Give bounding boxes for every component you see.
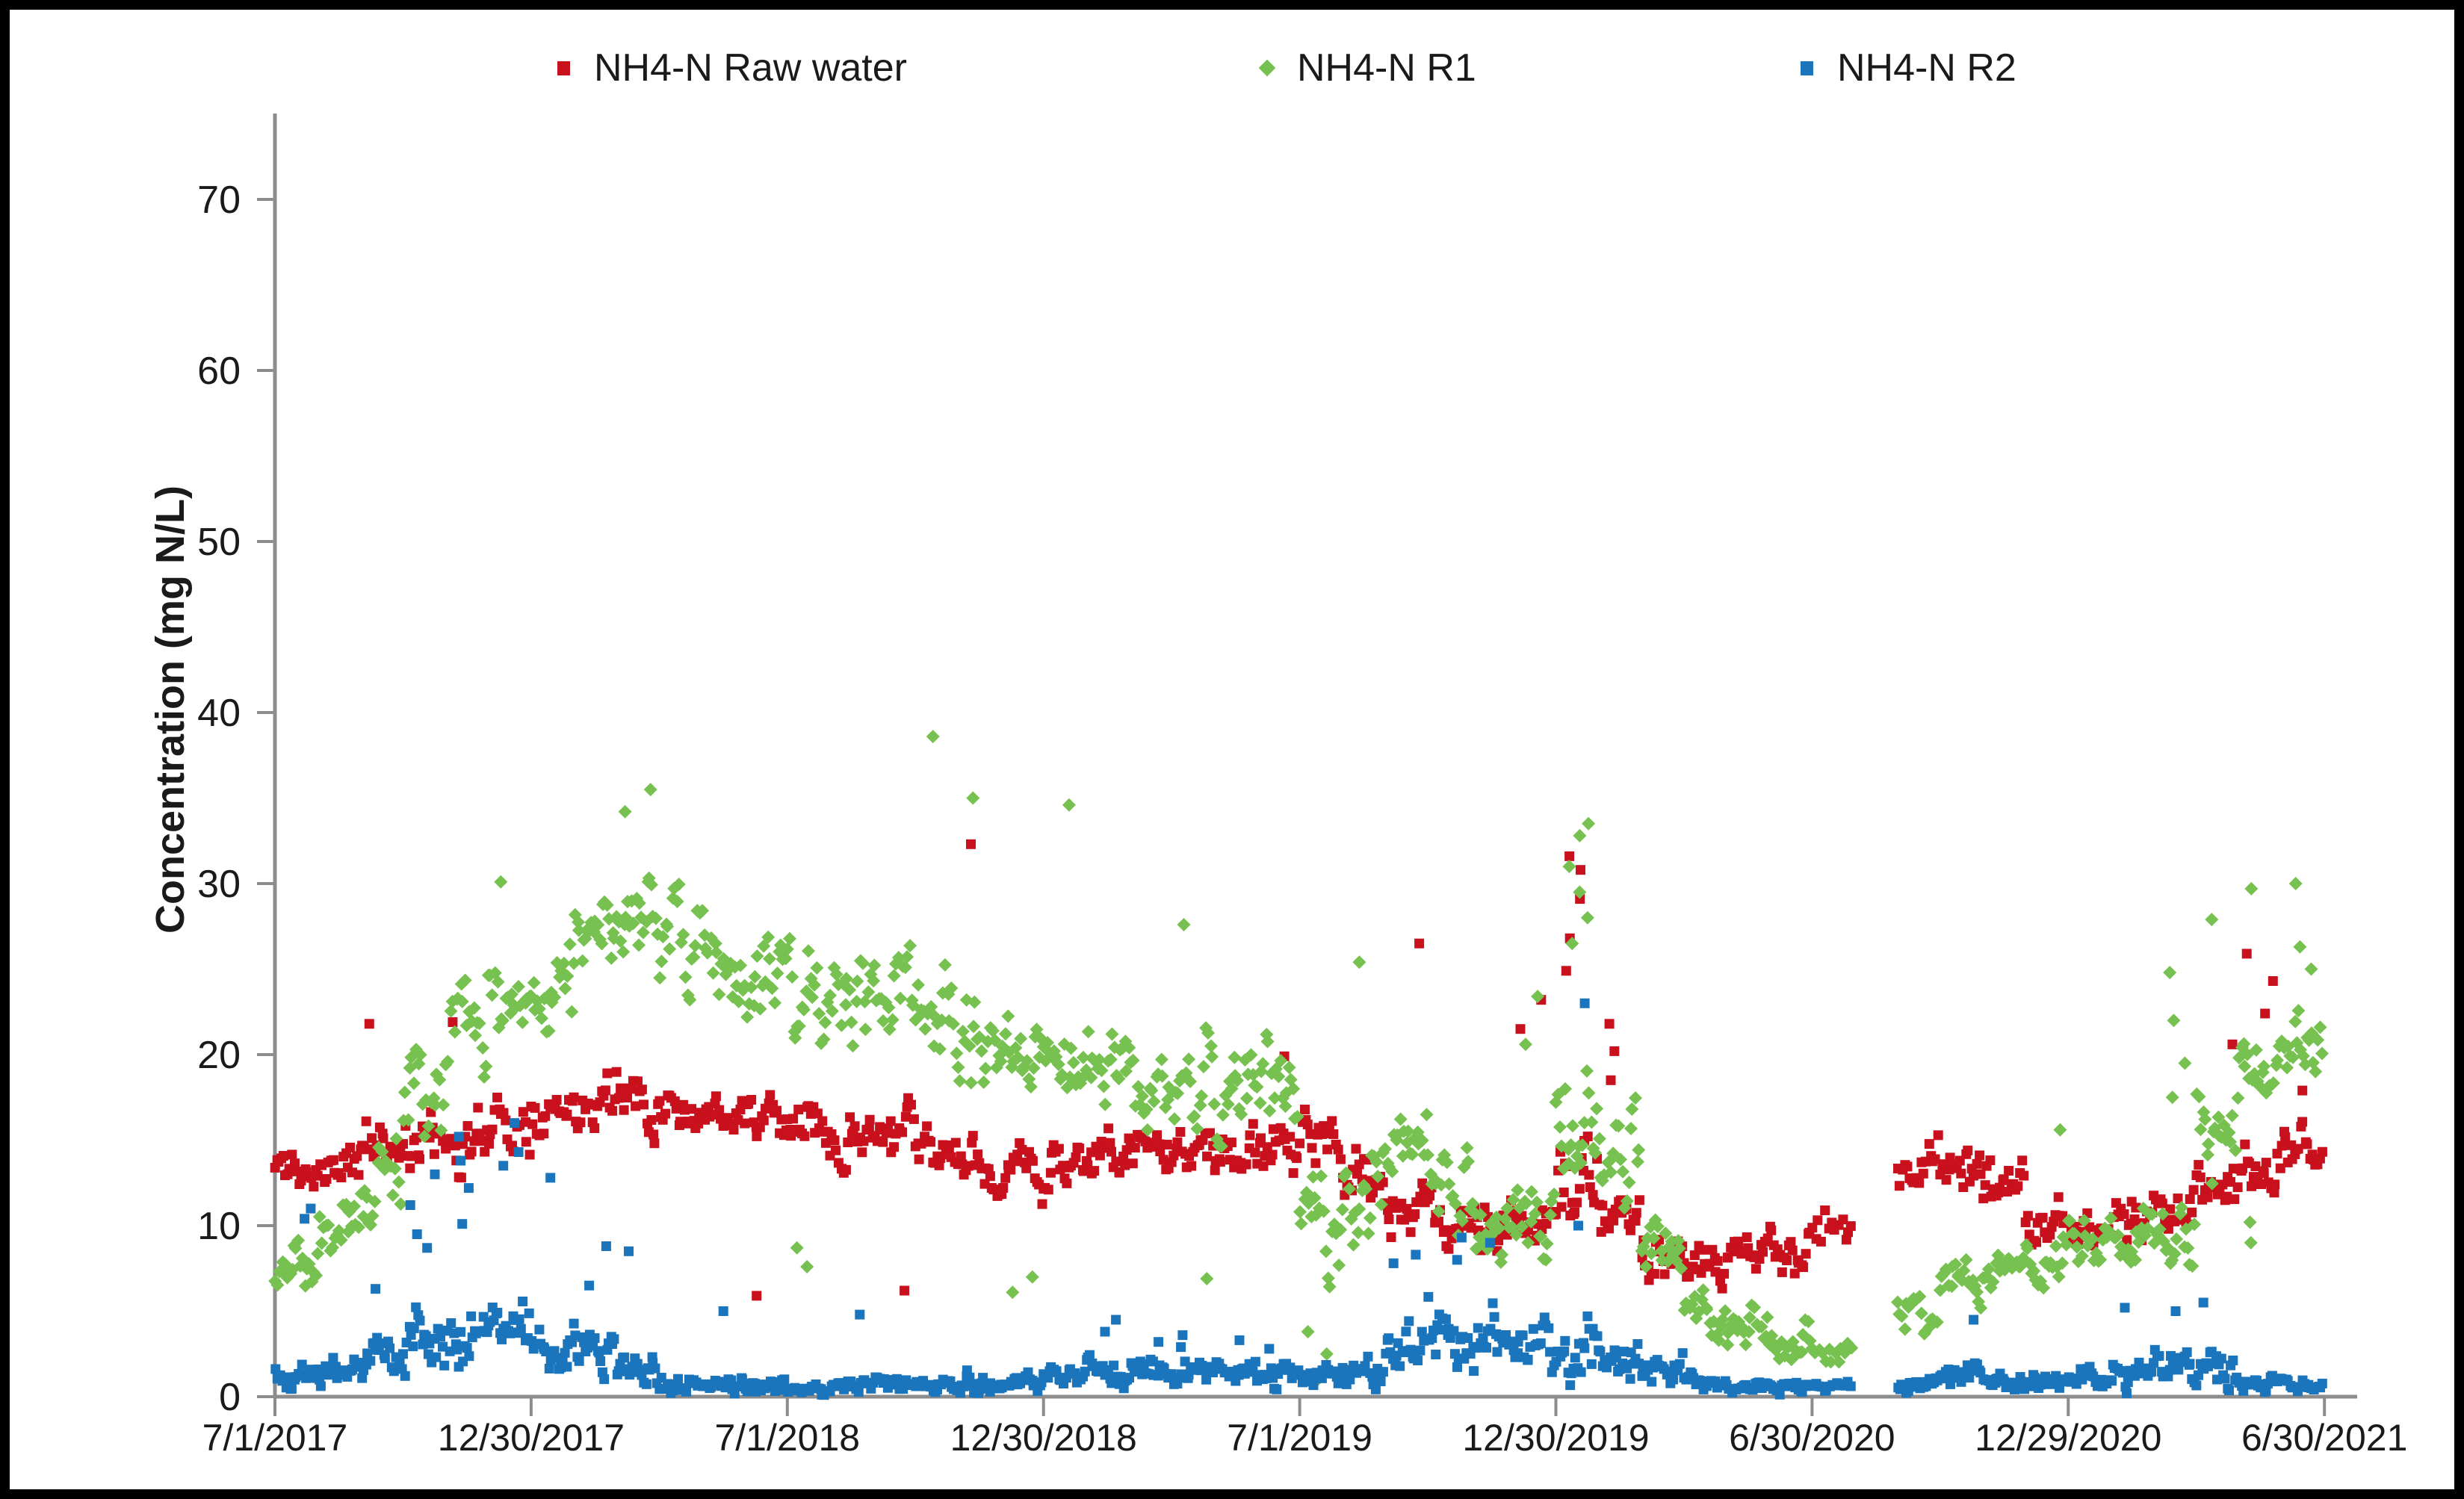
svg-text:12/30/2018: 12/30/2018 bbox=[950, 1417, 1137, 1459]
svg-text:7/1/2018: 7/1/2018 bbox=[714, 1417, 860, 1459]
svg-text:20: 20 bbox=[197, 1034, 241, 1077]
legend-label-raw-water: NH4-N Raw water bbox=[594, 46, 907, 90]
legend-item-r1: NH4-N R1 bbox=[1258, 42, 1476, 94]
legend-label-r1: NH4-N R1 bbox=[1297, 46, 1476, 90]
svg-text:60: 60 bbox=[197, 350, 241, 393]
svg-text:10: 10 bbox=[197, 1205, 241, 1248]
legend-label-r2: NH4-N R2 bbox=[1837, 46, 2016, 90]
svg-text:7/1/2019: 7/1/2019 bbox=[1227, 1417, 1372, 1459]
legend-item-r2: NH4-N R2 bbox=[1801, 42, 2016, 94]
svg-text:6/30/2021: 6/30/2021 bbox=[2241, 1417, 2407, 1459]
svg-text:70: 70 bbox=[197, 179, 241, 222]
svg-text:30: 30 bbox=[197, 863, 241, 906]
raw-water-square-marker-icon bbox=[557, 60, 570, 75]
svg-text:12/30/2017: 12/30/2017 bbox=[438, 1417, 625, 1459]
r1-diamond-marker-icon bbox=[1258, 59, 1276, 77]
r2-square-marker-icon bbox=[1801, 60, 1813, 75]
svg-text:6/30/2020: 6/30/2020 bbox=[1729, 1417, 1895, 1459]
svg-text:0: 0 bbox=[219, 1376, 241, 1419]
svg-text:50: 50 bbox=[197, 521, 241, 564]
svg-text:7/1/2017: 7/1/2017 bbox=[202, 1417, 348, 1459]
svg-text:40: 40 bbox=[197, 692, 241, 735]
svg-text:12/30/2019: 12/30/2019 bbox=[1462, 1417, 1649, 1459]
y-axis-title: Concentration (mg N/L) bbox=[148, 485, 193, 934]
legend-item-raw-water: NH4-N Raw water bbox=[557, 42, 907, 94]
legend: NH4-N Raw water NH4-N R1 NH4-N R2 bbox=[0, 42, 2464, 94]
svg-text:12/29/2020: 12/29/2020 bbox=[1975, 1417, 2161, 1459]
